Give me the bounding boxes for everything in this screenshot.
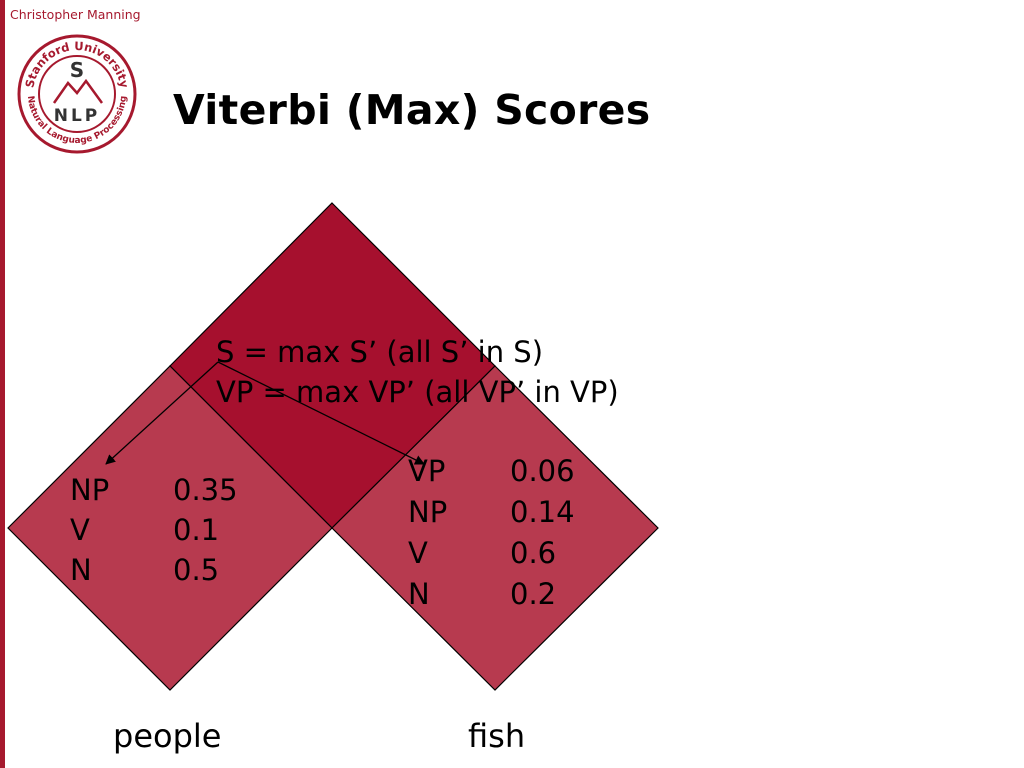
right-score-v: 0.6 <box>510 536 557 570</box>
author-name: Christopher Manning <box>10 7 141 22</box>
right-cell-diamond <box>331 365 659 691</box>
right-label-n: N <box>408 577 430 611</box>
formula-line-s: S = max S’ (all S’ in S) <box>216 335 544 369</box>
right-score-n: 0.2 <box>510 577 557 611</box>
right-score-vp: 0.06 <box>510 454 575 488</box>
left-label-n: N <box>70 553 92 587</box>
right-label-np: NP <box>408 495 448 529</box>
word-fish: fish <box>468 717 526 755</box>
left-score-v: 0.1 <box>173 513 220 547</box>
left-cell-diamond <box>7 365 333 691</box>
word-people: people <box>113 717 222 755</box>
slide-title: Viterbi (Max) Scores <box>173 86 651 134</box>
left-accent-bar <box>0 0 5 768</box>
left-score-np: 0.35 <box>173 473 238 507</box>
right-label-vp: VP <box>408 454 446 488</box>
left-score-n: 0.5 <box>173 553 220 587</box>
logo-letter: S <box>70 58 84 82</box>
mountain-icon <box>52 78 104 104</box>
left-label-v: V <box>70 513 90 547</box>
right-label-v: V <box>408 536 428 570</box>
arrow-to-left-cell <box>105 361 219 465</box>
left-label-np: NP <box>70 473 110 507</box>
stanford-nlp-logo: Stanford University Natural Language Pro… <box>17 34 137 154</box>
right-score-np: 0.14 <box>510 495 575 529</box>
logo-acronym: NLP <box>54 106 101 126</box>
arrow-to-right-cell <box>217 361 425 465</box>
formula-line-vp: VP = max VP’ (all VP’ in VP) <box>216 375 619 409</box>
